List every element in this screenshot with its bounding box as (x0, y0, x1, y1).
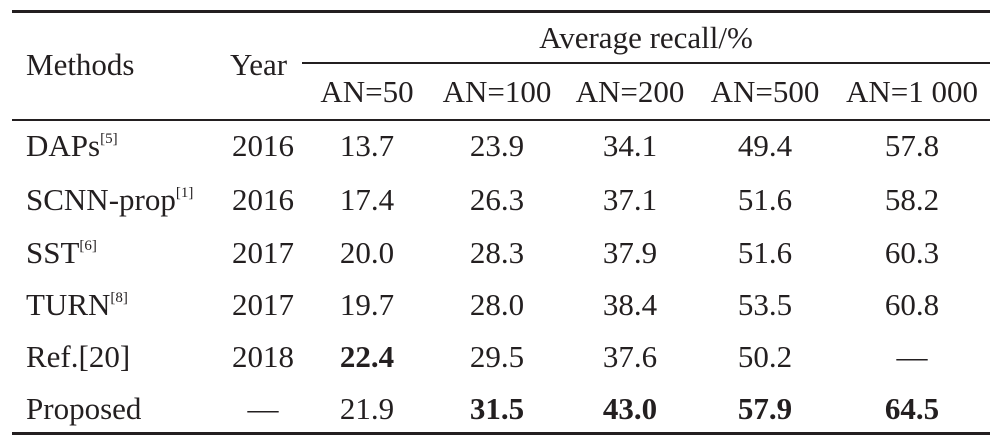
recall-cell: 21.9 (339, 391, 395, 426)
recall-cell: 43.0 (602, 391, 658, 426)
recall-cell: 60.8 (884, 287, 940, 322)
recall-cell: 28.0 (469, 287, 525, 322)
recall-cell: 37.6 (602, 339, 658, 374)
method-name: TURN[8] (26, 285, 128, 325)
year-cell: 2018 (232, 339, 294, 374)
recall-cell: 29.5 (469, 339, 525, 374)
method-name: DAPs[5] (26, 126, 118, 166)
method-name: SCNN-prop[1] (26, 180, 193, 220)
recall-cell: 20.0 (339, 235, 395, 270)
method-label: TURN (26, 287, 111, 322)
column-header: AN=100 (442, 74, 552, 109)
year-cell: 2017 (232, 235, 294, 270)
method-label: Ref.[20] (26, 339, 131, 374)
method-label: DAPs (26, 128, 101, 163)
recall-cell: 57.9 (737, 391, 793, 426)
method-name: Ref.[20] (26, 337, 130, 377)
column-header: AN=200 (575, 74, 685, 109)
year-cell: 2017 (232, 287, 294, 322)
year-cell: 2016 (232, 128, 294, 163)
recall-cell: 26.3 (469, 182, 525, 217)
recall-cell: 51.6 (737, 235, 793, 270)
recall-cell: 19.7 (339, 287, 395, 322)
recall-cell: — (896, 339, 928, 374)
header-year: Year (230, 47, 288, 82)
recall-cell: 37.1 (602, 182, 658, 217)
recall-cell: 37.9 (602, 235, 658, 270)
year-cell: — (247, 391, 279, 426)
header-rule (12, 119, 990, 121)
recall-cell: 58.2 (884, 182, 940, 217)
method-name: SST[6] (26, 233, 97, 273)
recall-cell: 31.5 (469, 391, 525, 426)
recall-cell: 28.3 (469, 235, 525, 270)
recall-cell: 60.3 (884, 235, 940, 270)
column-header: AN=500 (710, 74, 820, 109)
citation-ref: [8] (110, 290, 128, 306)
method-label: SCNN-prop (26, 182, 176, 217)
recall-cell: 49.4 (737, 128, 793, 163)
recall-cell: 13.7 (339, 128, 395, 163)
header-average-recall: Average recall/% (539, 20, 753, 55)
method-label: SST (26, 235, 80, 270)
recall-cell: 34.1 (602, 128, 658, 163)
top-rule (12, 10, 990, 13)
citation-ref: [1] (175, 185, 194, 201)
citation-ref: [5] (100, 131, 118, 147)
column-header: AN=1 000 (845, 74, 978, 109)
column-header: AN=50 (320, 74, 414, 109)
recall-cell: 50.2 (737, 339, 793, 374)
recall-cell: 22.4 (339, 339, 395, 374)
recall-cell: 64.5 (884, 391, 940, 426)
recall-cell: 17.4 (339, 182, 395, 217)
recall-cell: 53.5 (737, 287, 793, 322)
recall-cell: 23.9 (469, 128, 525, 163)
recall-cell: 51.6 (737, 182, 793, 217)
group-rule (302, 62, 990, 64)
recall-cell: 38.4 (602, 287, 658, 322)
method-label: Proposed (26, 391, 142, 426)
header-methods: Methods (26, 47, 135, 82)
recall-cell: 57.8 (884, 128, 940, 163)
year-cell: 2016 (232, 182, 294, 217)
citation-ref: [6] (79, 238, 97, 254)
method-name: Proposed (26, 389, 141, 429)
bottom-rule (12, 432, 990, 435)
